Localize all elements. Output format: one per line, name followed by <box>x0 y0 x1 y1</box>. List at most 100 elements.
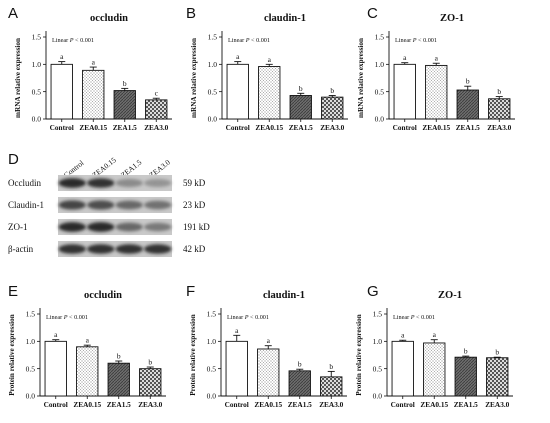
significance-letter: b <box>329 362 333 371</box>
blot-row-Occludin: Occludin 59 kD <box>8 175 206 191</box>
y-tick-label: 0.5 <box>375 87 385 96</box>
molecular-weight-label: 42 kD <box>183 244 206 254</box>
bar-ZEA0.15 <box>425 64 448 120</box>
significance-letter: a <box>403 53 407 62</box>
x-tick-label: ZEA3.0 <box>485 400 509 409</box>
panel-letter: G <box>367 283 379 300</box>
blot-band <box>144 244 172 254</box>
bar-ZEA3.0 <box>486 357 509 397</box>
y-axis-label: mRNA relative expression <box>357 38 365 118</box>
linear-p-annotation: Linear P < 0.001 <box>228 37 270 44</box>
blot-band <box>58 178 86 188</box>
x-tick-label: Control <box>391 400 415 409</box>
blot-band <box>87 244 115 254</box>
blot-band <box>115 222 143 232</box>
blot-row-Claudin-1: Claudin-1 23 kD <box>8 197 206 213</box>
significance-letter: c <box>155 89 159 98</box>
blot-strip <box>58 241 172 257</box>
x-tick-label: ZEA0.15 <box>420 400 448 409</box>
bar-ZEA3.0 <box>488 98 511 120</box>
bar-Control <box>391 340 414 397</box>
bar-ZEA0.15 <box>258 66 281 120</box>
bar-Control <box>393 63 416 120</box>
x-tick-label: ZEA3.0 <box>144 123 168 132</box>
significance-letter: b <box>298 360 302 369</box>
significance-letter: b <box>123 79 127 88</box>
chart-title: claudin-1 <box>264 13 306 24</box>
bar-ZEA3.0 <box>145 99 168 120</box>
bar-ZEA3.0 <box>320 376 343 397</box>
protein-label: ZO-1 <box>8 222 28 232</box>
significance-letter: b <box>464 347 468 356</box>
significance-letter: b <box>497 87 501 96</box>
blot-band <box>87 222 115 232</box>
blot-band <box>58 222 86 232</box>
bar-ZEA3.0 <box>321 96 344 120</box>
bar-ZEA3.0 <box>139 368 162 397</box>
panel-letter: C <box>367 5 378 22</box>
x-tick-label: ZEA1.5 <box>456 123 480 132</box>
y-tick-label: 0.5 <box>32 87 42 96</box>
significance-letter: a <box>60 52 64 61</box>
y-tick-label: 1.5 <box>207 310 217 319</box>
y-axis-label: Protein relative expression <box>355 314 363 395</box>
x-tick-label: Control <box>393 123 417 132</box>
x-tick-label: ZEA0.15 <box>254 400 282 409</box>
significance-letter: b <box>148 358 152 367</box>
chart-title: occludin <box>84 290 122 301</box>
significance-letter: a <box>268 55 272 64</box>
x-tick-label: ZEA3.0 <box>320 123 344 132</box>
protein-label: Claudin-1 <box>8 200 44 210</box>
y-tick-label: 0.0 <box>375 115 385 124</box>
panel-letter: E <box>8 283 18 300</box>
significance-letter: a <box>54 330 58 339</box>
protein-label: Occludin <box>8 178 41 188</box>
significance-letter: b <box>466 77 470 86</box>
panel-letter: A <box>8 5 18 22</box>
protein-label: β-actin <box>8 244 34 254</box>
x-tick-label: Control <box>50 123 74 132</box>
bar-ZEA0.15 <box>82 69 105 120</box>
chart-title: ZO-1 <box>440 13 464 24</box>
y-tick-label: 1.5 <box>26 310 36 319</box>
y-tick-label: 0.5 <box>26 364 36 373</box>
x-tick-label: ZEA1.5 <box>107 400 131 409</box>
x-tick-label: ZEA1.5 <box>454 400 478 409</box>
y-tick-label: 1.0 <box>373 337 383 346</box>
chart-title: occludin <box>90 13 128 24</box>
blot-row-ZO-1: ZO-1 191 kD <box>8 219 210 235</box>
blot-strip <box>58 197 172 213</box>
bar-ZEA1.5 <box>107 362 130 397</box>
bar-ZEA0.15 <box>257 348 280 397</box>
molecular-weight-label: 191 kD <box>183 222 210 232</box>
bar-ZEA1.5 <box>454 356 477 397</box>
significance-letter: b <box>299 84 303 93</box>
x-tick-label: ZEA1.5 <box>113 123 137 132</box>
blot-band <box>87 178 115 188</box>
panel-letter: B <box>186 5 196 22</box>
x-tick-label: ZEA0.15 <box>422 123 450 132</box>
y-tick-label: 0.5 <box>208 87 218 96</box>
blot-band <box>58 200 86 210</box>
x-tick-label: ZEA0.15 <box>79 123 107 132</box>
bar-ZEA0.15 <box>423 342 446 397</box>
bar-ZEA1.5 <box>456 89 479 120</box>
chart-title: ZO-1 <box>438 290 462 301</box>
x-tick-label: ZEA1.5 <box>289 123 313 132</box>
y-axis-label: Protein relative expression <box>8 314 16 395</box>
bar-Control <box>44 340 67 397</box>
x-tick-label: Control <box>44 400 68 409</box>
y-tick-label: 0.5 <box>207 364 217 373</box>
y-tick-label: 0.0 <box>32 115 42 124</box>
y-tick-label: 0.0 <box>26 392 36 401</box>
x-tick-label: ZEA0.15 <box>73 400 101 409</box>
bar-Control <box>225 340 248 397</box>
y-tick-label: 1.0 <box>32 60 42 69</box>
bar-ZEA1.5 <box>288 370 311 397</box>
chart-title: claudin-1 <box>263 290 305 301</box>
blot-band <box>144 222 172 232</box>
